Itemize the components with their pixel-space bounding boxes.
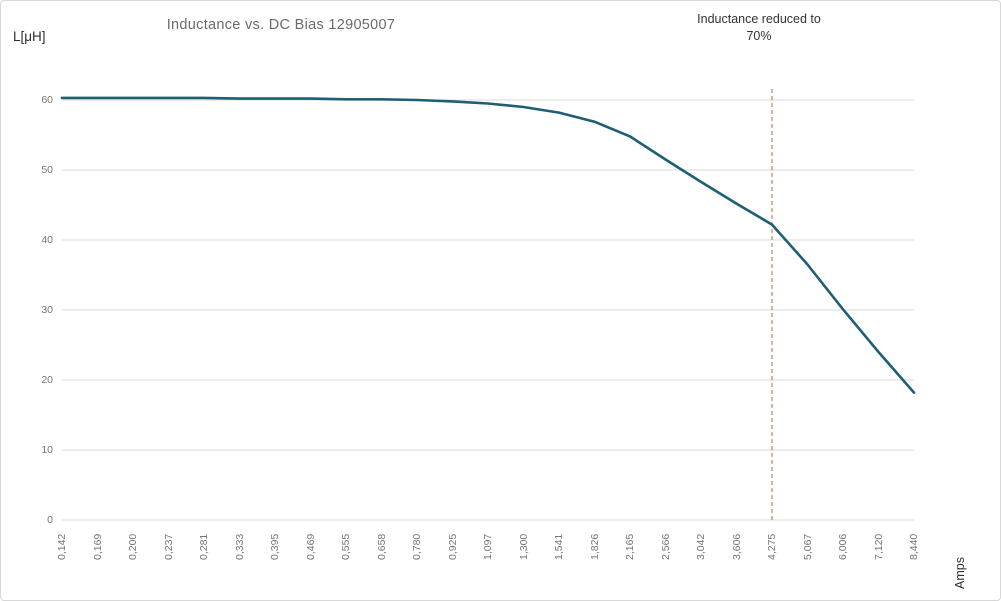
x-tick-label: 0,925 [446, 533, 459, 560]
x-tick-label: 2,566 [659, 533, 672, 560]
y-tick-label: 40 [41, 234, 53, 246]
x-tick-label: 0,780 [411, 533, 423, 560]
x-tick-label: 0,658 [375, 533, 388, 560]
y-tick-label: 0 [47, 514, 53, 526]
x-tick-label: 0,200 [127, 533, 139, 560]
x-axis-unit-label: Amps [953, 557, 967, 589]
x-tick-label: 8,440 [908, 533, 920, 560]
chart-title: Inductance vs. DC Bias 12905007 [166, 17, 396, 33]
inductance-series-line [60, 96, 916, 394]
x-tick-label: 1,826 [588, 533, 601, 560]
x-tick-label: 1,097 [482, 533, 494, 560]
x-tick-label: 0,469 [304, 533, 317, 560]
x-tick-label: 4,275 [766, 533, 778, 560]
x-tick-label: 0,333 [233, 533, 246, 560]
y-axis-unit-label: L[μH] [13, 29, 46, 44]
x-tick-label: 5,067 [801, 533, 814, 560]
x-tick-label: 2,165 [624, 533, 636, 560]
y-tick-label: 50 [41, 164, 53, 176]
y-tick-label: 10 [41, 444, 53, 456]
y-tick-label: 20 [41, 374, 53, 386]
x-tick-label: 7,120 [872, 533, 885, 560]
threshold-annotation: Inductance reduced to 70% [697, 12, 821, 43]
x-tick-label: 0,281 [198, 533, 210, 560]
x-tick-label: 0,237 [162, 533, 175, 560]
x-tick-label: 0,169 [91, 533, 104, 560]
y-tick-label: 60 [41, 94, 53, 106]
x-tick-label: 0,555 [340, 533, 352, 560]
x-tick-label: 0,395 [269, 533, 281, 560]
x-tick-label: 3,042 [695, 533, 707, 560]
x-tick-label: 3,606 [730, 533, 743, 560]
y-tick-label: 30 [41, 304, 53, 316]
x-tick-label: 1,300 [517, 533, 530, 560]
x-tick-label: 6,006 [837, 533, 849, 560]
x-tick-label: 0,142 [56, 533, 68, 560]
x-tick-label: 1,541 [553, 533, 565, 560]
